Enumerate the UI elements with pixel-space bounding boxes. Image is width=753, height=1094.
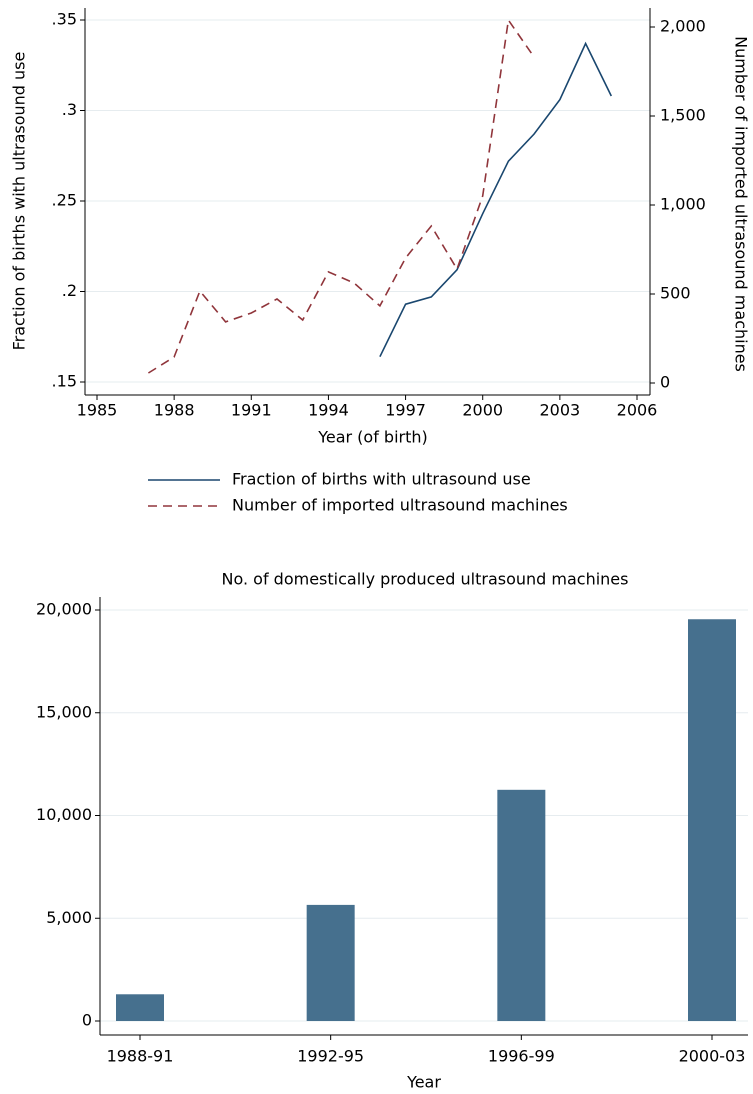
y2-tick-label: 0 [660,373,670,392]
y2-axis-title: Number of imported ultrasound machines [732,36,751,372]
bar [306,904,355,1021]
x-tick-label: 2006 [617,401,658,420]
y-tick-label: .2 [62,281,77,300]
x-tick-label: 1985 [77,401,118,420]
y-tick-label: 10,000 [36,805,92,824]
y2-tick-label: 500 [660,284,691,303]
y-tick-label: .35 [52,10,77,29]
x-tick-label: 1997 [385,401,426,420]
bar [688,619,736,1021]
x-tick-label: 1988-91 [107,1047,174,1066]
series-line [379,41,613,358]
y-tick-label: 5,000 [46,908,92,927]
y-tick-label: 0 [82,1011,92,1030]
x-tick-label: 1996-99 [488,1047,555,1066]
bar [116,994,164,1021]
x-tick-label: 1994 [308,401,349,420]
x-axis-title: Year (of birth) [317,428,428,447]
bar [497,789,546,1021]
y-tick-label: 15,000 [36,702,92,721]
x-tick-label: 2000 [462,401,503,420]
y2-tick-label: 2,000 [660,17,706,36]
y-axis-title: Fraction of births with ultrasound use [10,52,29,351]
x-tick-label: 1988 [154,401,195,420]
y-tick-label: .15 [52,372,77,391]
y-tick-label: 20,000 [36,600,92,619]
x-tick-label: 2000-03 [679,1047,746,1066]
y2-tick-label: 1,500 [660,106,706,125]
y-tick-label: .3 [62,100,77,119]
x-axis-title: Year [406,1073,441,1092]
y-tick-label: .25 [52,191,77,210]
x-tick-label: 2003 [539,401,580,420]
legend-label: Fraction of births with ultrasound use [232,470,531,489]
x-tick-label: 1991 [231,401,272,420]
series-line [147,17,535,374]
chart-title: No. of domestically produced ultrasound … [222,570,629,589]
x-tick-label: 1992-95 [297,1047,364,1066]
y2-tick-label: 1,000 [660,195,706,214]
legend-label: Number of imported ultrasound machines [232,496,568,515]
